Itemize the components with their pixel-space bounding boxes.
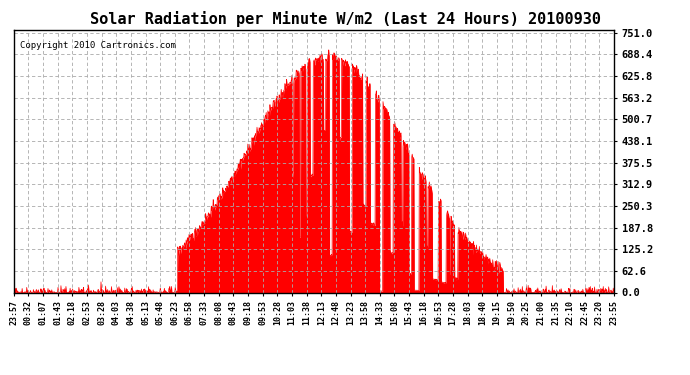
Text: Copyright 2010 Cartronics.com: Copyright 2010 Cartronics.com [20,40,176,50]
Text: Solar Radiation per Minute W/m2 (Last 24 Hours) 20100930: Solar Radiation per Minute W/m2 (Last 24… [90,11,600,27]
